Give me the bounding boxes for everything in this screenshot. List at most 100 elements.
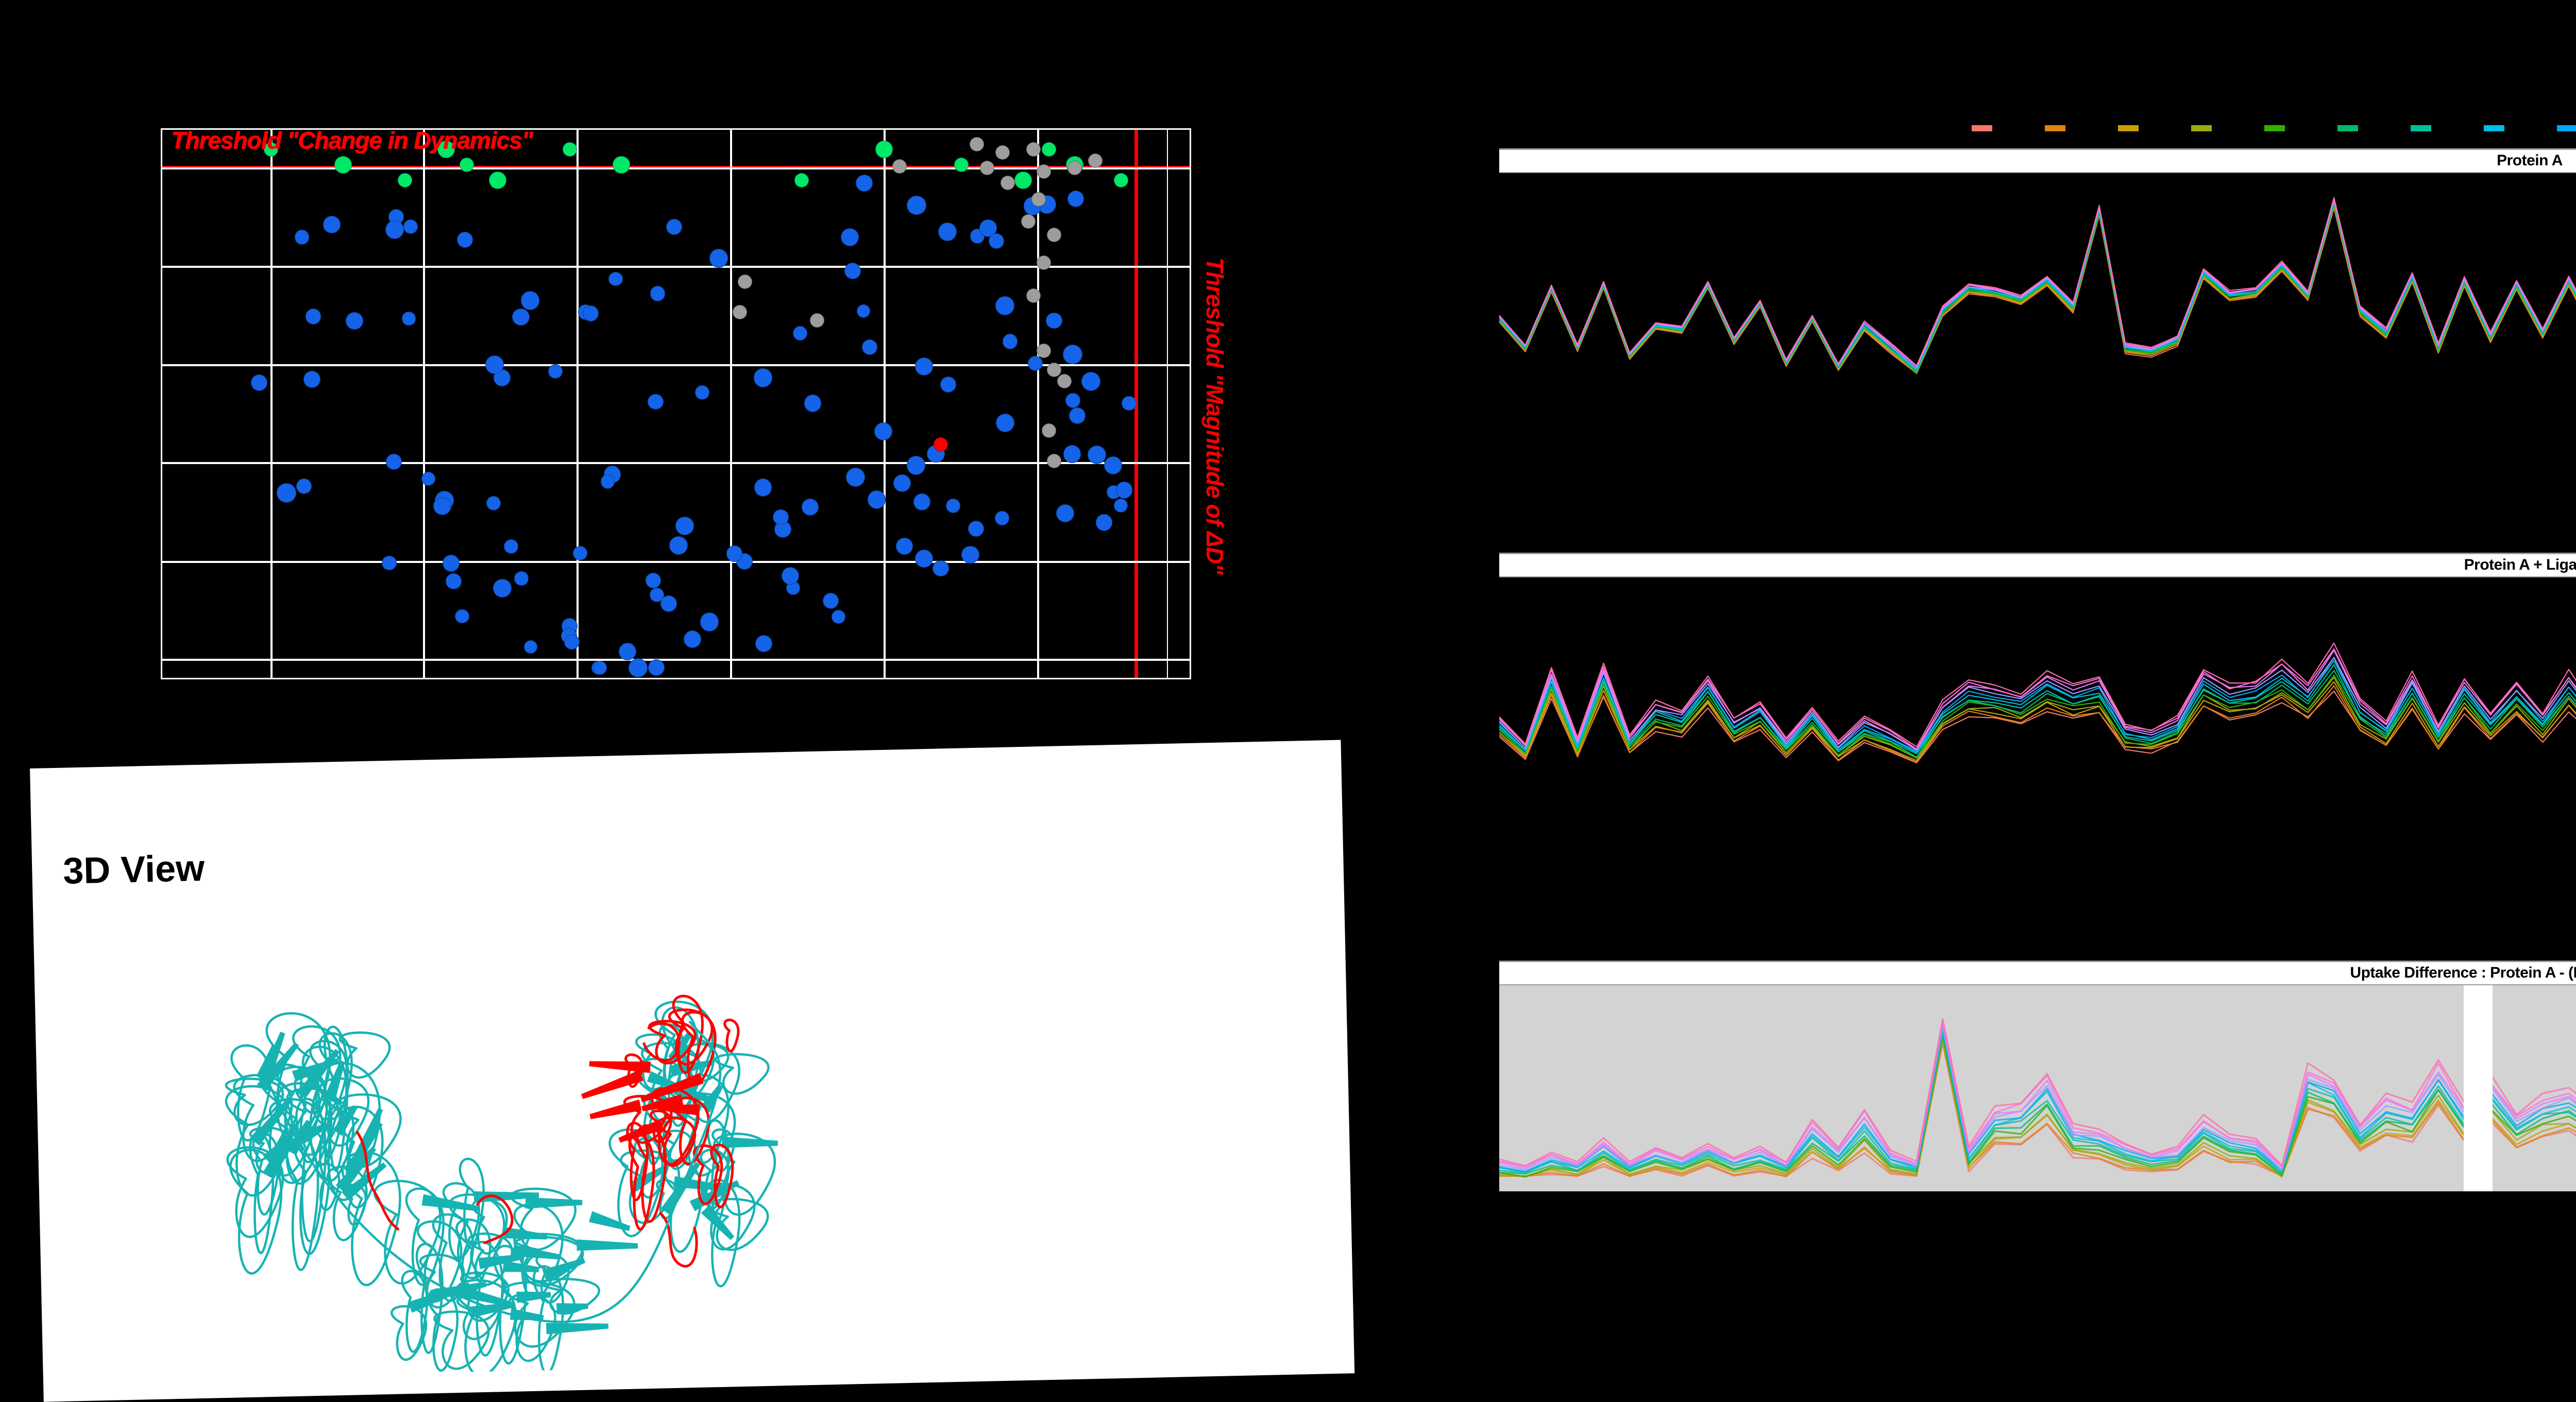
scatter-point[interactable] (867, 490, 886, 509)
scatter-point[interactable] (1067, 160, 1082, 175)
scatter-point[interactable] (896, 538, 913, 555)
scatter-point[interactable] (1062, 345, 1082, 365)
scatter-point[interactable] (933, 560, 949, 577)
scatter-point[interactable] (514, 571, 529, 586)
scatter-point[interactable] (504, 539, 519, 554)
scatter-point[interactable] (666, 219, 683, 235)
scatter-point[interactable] (385, 220, 404, 240)
scatter-point[interactable] (907, 195, 926, 215)
uptake-trace-20-min[interactable] (1499, 1033, 2576, 1175)
scatter-point[interactable] (755, 635, 772, 653)
chart-plot-area[interactable] (1499, 173, 2576, 389)
scatter-point[interactable] (403, 219, 418, 234)
scatter-point[interactable] (251, 374, 268, 391)
scatter-point[interactable] (700, 612, 719, 632)
legend-swatch-1-min[interactable] (2045, 125, 2065, 131)
scatter-point[interactable] (613, 156, 630, 174)
scatter-point[interactable] (754, 368, 773, 387)
scatter-point[interactable] (968, 520, 984, 537)
scatter-point[interactable] (1046, 312, 1063, 329)
scatter-point[interactable] (456, 231, 473, 248)
scatter-point[interactable] (684, 630, 702, 648)
uptake-trace-240-min[interactable] (1499, 1026, 2576, 1170)
scatter-point[interactable] (1047, 228, 1061, 243)
scatter-point[interactable] (781, 567, 799, 585)
uptake-trace-480-min[interactable] (1499, 1023, 2576, 1168)
scatter-point[interactable] (1002, 334, 1018, 349)
scatter-point[interactable] (346, 312, 363, 330)
scatter-point[interactable] (733, 305, 747, 320)
scatter-point[interactable] (793, 326, 808, 340)
scatter-point[interactable] (650, 285, 666, 301)
scatter-point[interactable] (1087, 446, 1106, 464)
scatter-point[interactable] (995, 511, 1009, 525)
scatter-point[interactable] (980, 160, 994, 175)
scatter-point[interactable] (646, 573, 662, 589)
uptake-trace-960-min[interactable] (1499, 1020, 2576, 1167)
scatter-point[interactable] (294, 230, 310, 245)
scatter-point[interactable] (801, 498, 819, 516)
scatter-point[interactable] (593, 660, 607, 675)
scatter-point[interactable] (1042, 423, 1056, 438)
scatter-point[interactable] (296, 478, 312, 494)
chart-plot-area[interactable] (1499, 985, 2576, 1191)
scatter-point[interactable] (648, 394, 664, 410)
uptake-trace-10-min[interactable] (1499, 1035, 2576, 1176)
scatter-point[interactable] (1014, 172, 1032, 190)
uptake-trace-120-min[interactable] (1499, 657, 2576, 751)
legend-swatch-10-min[interactable] (2264, 125, 2285, 131)
scatter-point[interactable] (1081, 372, 1101, 391)
scatter-point[interactable] (794, 173, 809, 188)
scatter-point[interactable] (810, 313, 824, 328)
uptake-trace-240-min[interactable] (1499, 658, 2576, 750)
scatter-point[interactable] (856, 304, 870, 318)
scatter-point[interactable] (914, 549, 933, 568)
scatter-point[interactable] (995, 414, 1014, 433)
scatter-point[interactable] (512, 308, 530, 326)
scatter-point[interactable] (382, 555, 397, 571)
legend-swatch-5-min[interactable] (2191, 125, 2212, 131)
scatter-point[interactable] (1114, 173, 1128, 188)
scatter-point[interactable] (1037, 255, 1051, 270)
scatter-point[interactable] (386, 454, 402, 470)
scatter-point[interactable] (305, 308, 321, 324)
scatter-point[interactable] (988, 233, 1004, 249)
scatter-point[interactable] (874, 422, 893, 440)
uptake-trace-960-min[interactable] (1499, 649, 2576, 749)
scatter-point[interactable] (844, 262, 861, 279)
scatter-point[interactable] (521, 291, 540, 310)
scatter-point[interactable] (600, 474, 615, 489)
scatter-point[interactable] (1121, 396, 1137, 411)
scatter-point[interactable] (906, 455, 926, 475)
scatter-point[interactable] (1047, 454, 1061, 468)
scatter-point[interactable] (628, 658, 648, 677)
scatter-point[interactable] (675, 516, 694, 535)
scatter-point[interactable] (523, 640, 538, 654)
scatter-point[interactable] (940, 376, 956, 393)
scatter-point[interactable] (489, 172, 506, 190)
scatter-point[interactable] (1026, 142, 1041, 157)
scatter-point[interactable] (1037, 164, 1051, 179)
scatter-point[interactable] (455, 609, 469, 623)
scatter-point[interactable] (1113, 498, 1128, 512)
scatter-point[interactable] (650, 587, 665, 603)
scatter-point[interactable] (1027, 355, 1043, 371)
uptake-trace-120-min[interactable] (1499, 1026, 2576, 1172)
scatter-point[interactable] (608, 271, 623, 286)
scatter-point[interactable] (486, 495, 501, 510)
scatter-point[interactable] (264, 142, 278, 157)
scatter-point[interactable] (1021, 214, 1036, 229)
uptake-trace-1440-min[interactable] (1499, 643, 2576, 747)
scatter-point[interactable] (669, 536, 688, 555)
scatter-point[interactable] (583, 305, 599, 322)
uptake-trace-2-min[interactable] (1499, 1040, 2576, 1177)
scatter-point[interactable] (1088, 153, 1103, 168)
uptake-trace-60-min[interactable] (1499, 661, 2576, 753)
scatter-point[interactable] (1037, 344, 1051, 358)
scatter-point[interactable] (913, 493, 930, 511)
legend-swatch-20-min[interactable] (2337, 125, 2358, 131)
scatter-point[interactable] (303, 371, 320, 388)
scatter-point[interactable] (1115, 482, 1133, 499)
scatter-point[interactable] (946, 499, 960, 513)
scatter-point[interactable] (1069, 407, 1086, 424)
